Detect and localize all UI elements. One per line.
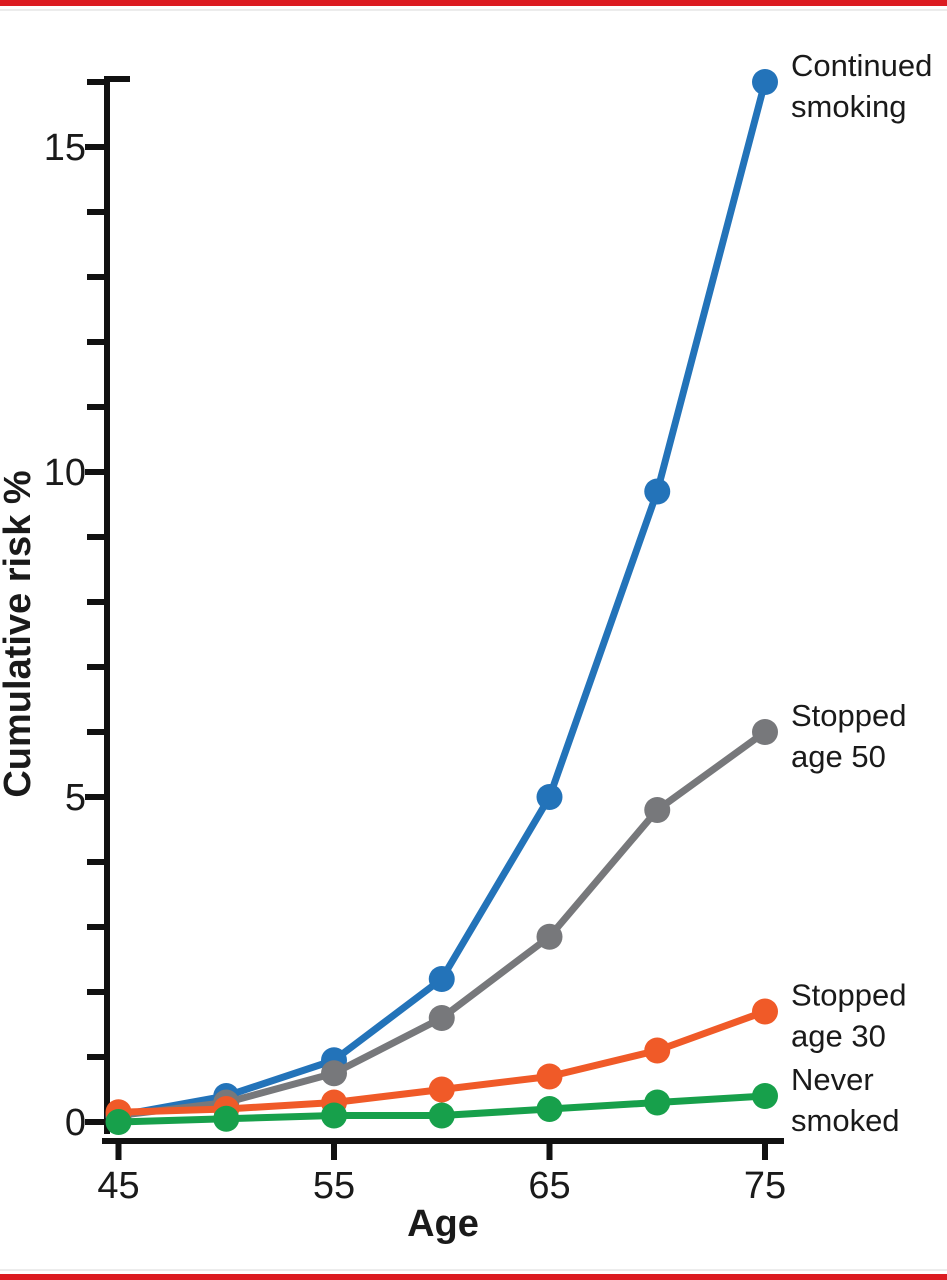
- data-point-marker: [428, 1076, 455, 1103]
- x-tick-label: 55: [313, 1165, 355, 1207]
- y-major-tick: [85, 794, 104, 800]
- data-point-marker: [213, 1105, 240, 1132]
- series-label: Never smoked: [791, 1062, 900, 1138]
- x-tick: [546, 1144, 553, 1160]
- x-tick-label: 45: [97, 1165, 139, 1207]
- data-point-marker: [644, 1037, 671, 1064]
- bottom-border-rule: [0, 1274, 947, 1280]
- series-label: Stopped age 30: [791, 978, 907, 1054]
- y-minor-tick: [87, 989, 104, 995]
- data-point-marker: [644, 797, 671, 823]
- x-axis-title: Age: [407, 1203, 479, 1245]
- y-tick-label: 10: [44, 452, 86, 494]
- x-tick: [331, 1144, 337, 1160]
- data-point-marker: [752, 69, 778, 95]
- y-minor-tick: [87, 534, 104, 540]
- top-border-rule: [0, 0, 947, 6]
- data-point-marker: [644, 1089, 671, 1116]
- data-point-marker: [536, 923, 563, 950]
- y-minor-tick: [87, 859, 104, 865]
- data-point-marker: [428, 1005, 455, 1031]
- y-axis-line: [104, 76, 110, 1134]
- series-label: Stopped age 50: [791, 698, 907, 774]
- data-point-marker: [536, 784, 563, 810]
- y-tick-label: 0: [65, 1102, 86, 1144]
- data-point-marker: [321, 1102, 347, 1129]
- x-tick-label: 75: [744, 1165, 786, 1207]
- y-minor-tick: [87, 404, 104, 410]
- x-tick: [115, 1144, 122, 1160]
- data-point-marker: [536, 1096, 563, 1122]
- y-major-tick: [85, 144, 104, 150]
- y-tick-label: 15: [44, 127, 86, 169]
- y-minor-tick: [87, 599, 104, 605]
- y-axis-title: Cumulative risk %: [0, 470, 39, 797]
- y-minor-tick: [87, 339, 104, 345]
- y-major-tick: [85, 1119, 104, 1125]
- y-minor-tick: [87, 1054, 104, 1060]
- y-minor-tick: [87, 274, 104, 280]
- x-tick-label: 65: [528, 1165, 570, 1207]
- series-line: [115, 78, 769, 1119]
- series-line: [115, 728, 769, 1119]
- series-label: Continued smoking: [791, 48, 932, 124]
- bottom-hairline-rule: [0, 1269, 947, 1271]
- data-point-marker: [644, 478, 671, 505]
- x-tick: [762, 1144, 768, 1160]
- y-minor-tick: [87, 79, 104, 85]
- x-axis-line: [102, 1138, 784, 1144]
- data-point-marker: [752, 998, 778, 1025]
- y-axis-top-cap: [104, 76, 130, 82]
- data-point-marker: [752, 1083, 778, 1109]
- y-minor-tick: [87, 924, 104, 930]
- data-point-marker: [536, 1063, 563, 1090]
- y-major-tick: [85, 469, 104, 475]
- data-point-marker: [428, 1102, 455, 1129]
- top-hairline-rule: [0, 9, 947, 11]
- data-point-marker: [428, 966, 455, 992]
- y-tick-label: 5: [65, 777, 86, 819]
- y-minor-tick: [87, 209, 104, 215]
- data-point-marker: [752, 719, 778, 745]
- data-point-marker: [105, 1109, 132, 1135]
- y-minor-tick: [87, 664, 104, 670]
- data-point-marker: [321, 1060, 347, 1087]
- y-minor-tick: [87, 729, 104, 735]
